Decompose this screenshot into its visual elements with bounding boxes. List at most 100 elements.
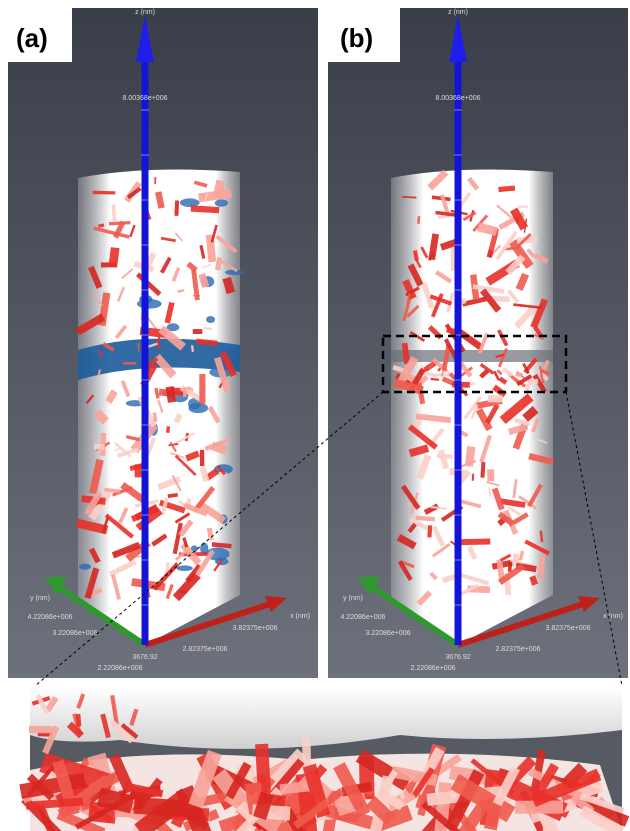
fragment (116, 447, 139, 458)
fragment (171, 267, 181, 282)
fragment (409, 330, 426, 342)
fragment (530, 298, 549, 329)
fragment (178, 519, 194, 537)
fragment (528, 452, 554, 466)
fragment (495, 353, 505, 359)
fragment (116, 286, 126, 302)
fragment (152, 562, 180, 591)
fragment (503, 246, 519, 251)
fragment (26, 773, 55, 801)
fragment (402, 294, 413, 322)
fragment (186, 261, 198, 273)
x-axis-label: x (nm) (290, 613, 310, 620)
y-tick-label: 3.22086e+006 (53, 630, 98, 637)
fragment (190, 205, 220, 214)
y-axis-label: y (nm) (343, 595, 363, 602)
fragment (487, 394, 503, 403)
x-tick-label: 2.82375e+006 (183, 646, 228, 653)
fragment (84, 567, 100, 599)
fragment (467, 545, 478, 561)
fragment (579, 805, 625, 831)
fragment (104, 513, 135, 539)
z-arrow (449, 15, 467, 62)
fragment (108, 220, 131, 226)
fragment (457, 328, 484, 351)
fragment (203, 326, 212, 331)
fragment (445, 793, 495, 831)
fragment (93, 443, 105, 451)
fragment (487, 469, 495, 482)
fragment (536, 368, 549, 382)
fragment (185, 450, 200, 462)
fragment (134, 464, 144, 478)
fragment (486, 481, 500, 487)
fragment (74, 794, 132, 830)
x-axis (457, 601, 584, 648)
fragment (192, 329, 203, 335)
fragment (199, 449, 205, 467)
fragment (75, 713, 82, 727)
fragment (392, 378, 424, 395)
blue-patch (200, 542, 209, 555)
fragment (493, 370, 501, 381)
fragment (470, 404, 479, 420)
fragment (198, 273, 210, 289)
fragment (429, 505, 448, 510)
fragment (174, 512, 191, 524)
fragment (406, 293, 411, 304)
fragment (528, 378, 539, 385)
fragment (400, 484, 421, 510)
y-tick-label: 2.22086e+006 (98, 665, 143, 672)
fragment (120, 481, 147, 504)
origin-label: 3676.92 (445, 654, 470, 661)
fragment (427, 525, 433, 538)
fragment (524, 539, 550, 556)
fragment (497, 511, 515, 527)
fragment (496, 369, 503, 376)
fragment (88, 547, 101, 564)
fragment (146, 357, 159, 366)
fragment (458, 572, 490, 586)
fragment (98, 223, 105, 228)
fragment (75, 313, 106, 336)
fragment (166, 426, 171, 433)
fragment (137, 343, 140, 352)
fragment (579, 793, 625, 814)
fragment (113, 220, 126, 239)
fragment (498, 185, 516, 193)
fragment (459, 459, 477, 469)
fragment (89, 458, 104, 495)
fragment (495, 230, 518, 261)
fragment (159, 256, 172, 274)
fragment (158, 325, 186, 351)
fragment (496, 559, 505, 582)
fragment (434, 270, 453, 284)
fragment (529, 575, 539, 586)
fragment (93, 226, 130, 239)
fragment (118, 507, 129, 524)
zoom-line (34, 391, 384, 687)
fragment (484, 403, 500, 425)
fragment (428, 233, 439, 261)
fragment (160, 497, 169, 515)
fragment (215, 234, 238, 254)
x-axis (144, 601, 271, 648)
fragment (526, 248, 536, 258)
fragment (416, 453, 432, 480)
fragment (399, 560, 415, 569)
fragment (269, 758, 305, 798)
fragment (188, 749, 222, 809)
fragment (105, 389, 118, 404)
fragment (97, 369, 101, 376)
fragment (193, 180, 208, 188)
fragment (505, 254, 526, 276)
fragment (471, 473, 475, 481)
zoom-white (30, 688, 622, 749)
fragment (516, 374, 533, 387)
fragment (174, 454, 197, 477)
fragment (182, 537, 189, 548)
fragment (430, 293, 444, 318)
fragment (479, 363, 495, 375)
fragment (292, 787, 345, 830)
